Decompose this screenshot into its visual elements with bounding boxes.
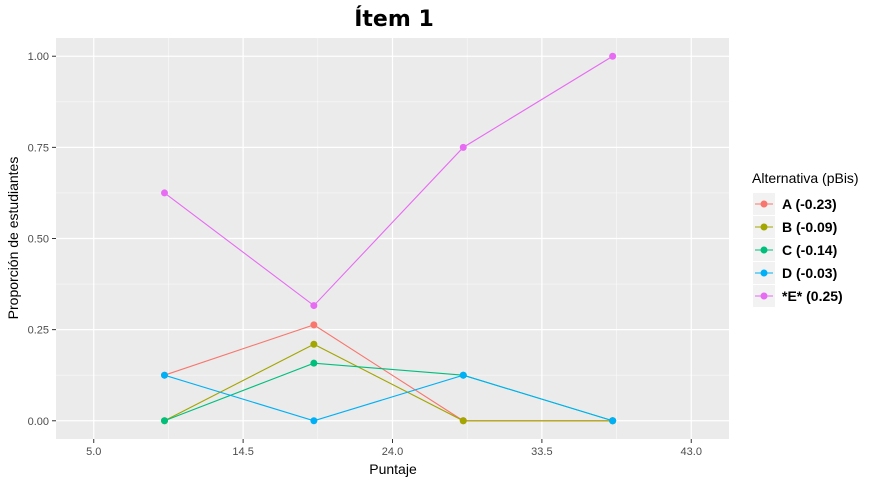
x-axis: 5.0 14.5 24.0 33.5 43.0 [86,439,702,458]
x-axis-title: Puntaje [369,461,417,477]
series-points [160,52,617,425]
y-axis: 0.00 0.25 0.50 0.75 1.00 [28,51,56,428]
data-point [310,321,318,329]
series-lines [164,55,613,422]
grid-major [56,38,729,439]
y-axis-title: Proporción de estudiantes [5,157,21,320]
y-tick-label: 0.50 [28,234,49,246]
x-tick-label: 14.5 [232,446,253,458]
chart-title: Ítem 1 [354,6,434,32]
y-tick-label: 0.25 [28,325,49,337]
legend-key-point [760,223,768,231]
series-line-2 [164,343,613,422]
legend: Alternativa (pBis) A (-0.23) B (-0.09) C (… [752,170,859,307]
series-line-5 [164,55,613,307]
x-tick-label: 24.0 [382,446,403,458]
y-tick-label: 0.00 [28,416,49,428]
data-point [310,302,318,310]
x-tick-label: 43.0 [681,446,702,458]
x-tick-label: 5.0 [86,446,101,458]
data-point [609,417,617,425]
legend-key-point [760,200,768,208]
data-point [160,417,168,425]
data-point [310,359,318,367]
data-point [310,340,318,348]
legend-label: B (-0.09) [782,219,837,235]
data-point [609,52,617,60]
legend-label: A (-0.23) [782,196,837,212]
data-point [459,371,467,379]
legend-key-point [760,269,768,277]
data-point [160,371,168,379]
legend-title: Alternativa (pBis) [752,170,859,186]
legend-label: *E* (0.25) [782,288,843,304]
legend-label: C (-0.14) [782,242,837,258]
legend-key-point [760,292,768,300]
data-point [459,143,467,151]
data-point [459,417,467,425]
data-point [310,417,318,425]
data-point [160,189,168,197]
y-tick-label: 0.75 [28,142,49,154]
legend-label: D (-0.03) [782,265,837,281]
series-line-4 [164,374,613,422]
legend-key-point [760,246,768,254]
y-tick-label: 1.00 [28,51,49,63]
x-tick-label: 33.5 [531,446,552,458]
